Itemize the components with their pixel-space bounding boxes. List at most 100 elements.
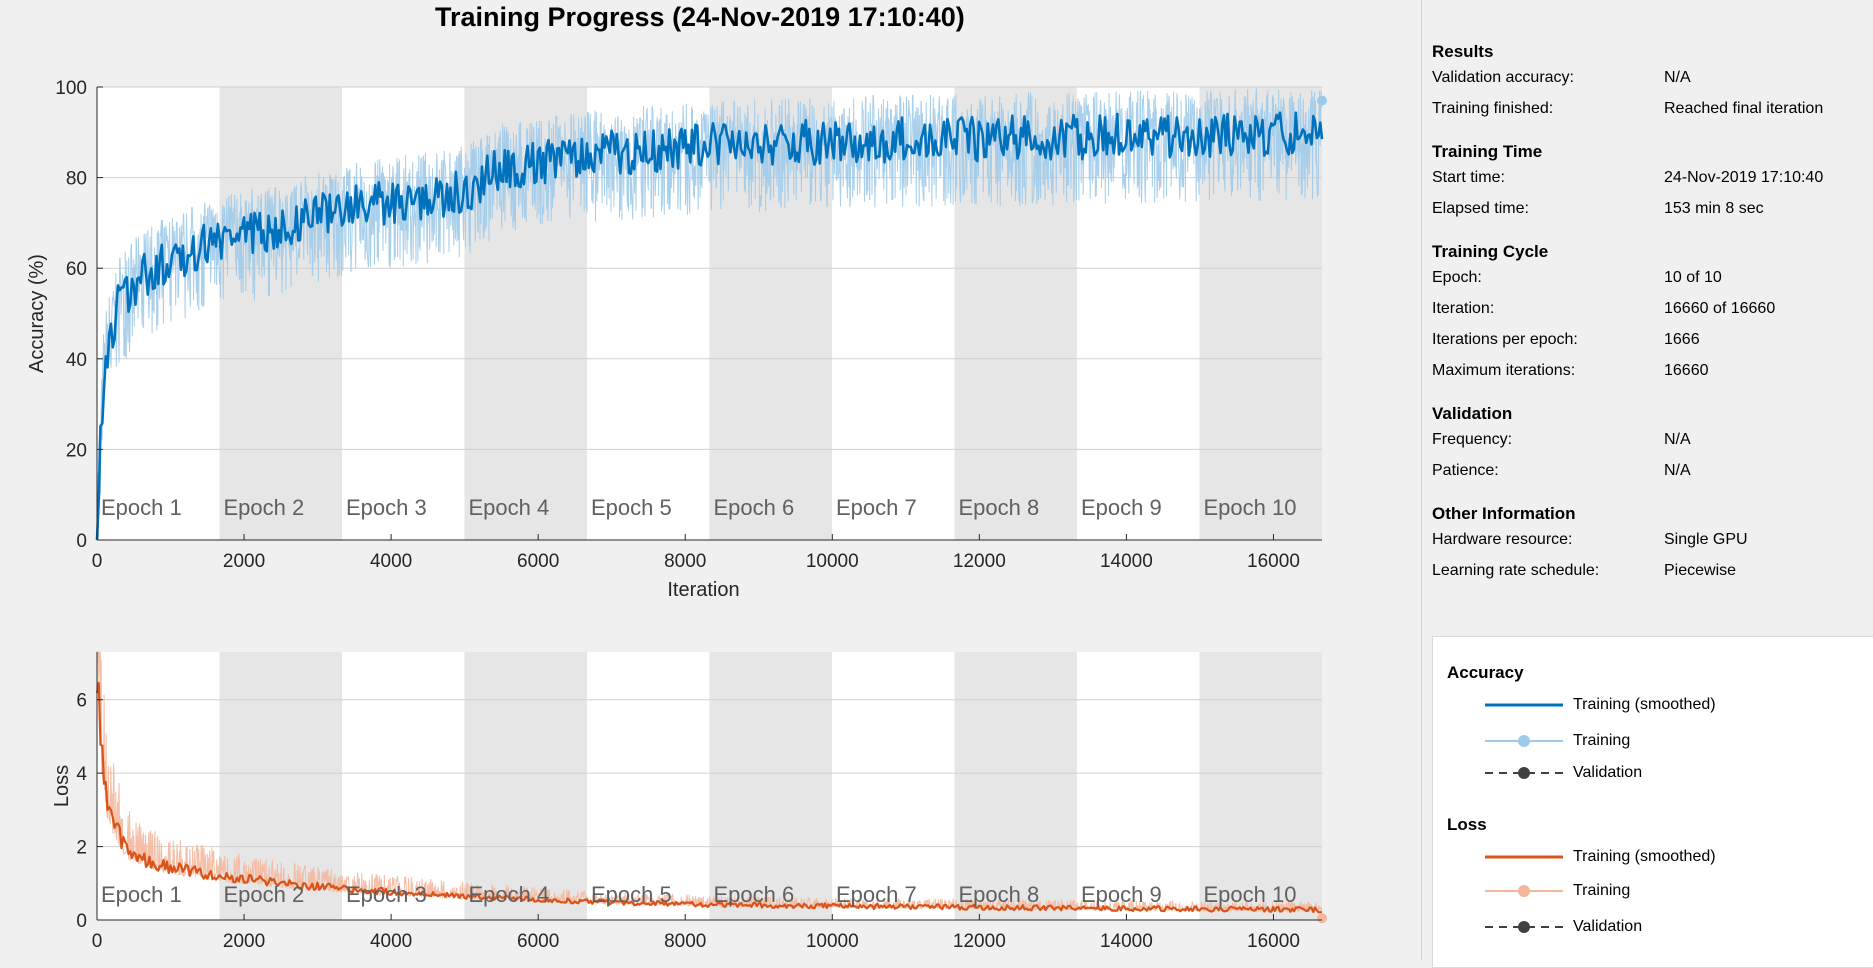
line-marker-swatch-icon (1485, 885, 1563, 897)
x-tick-label: 8000 (664, 931, 706, 952)
legend-accuracy-title: Accuracy (1447, 663, 1524, 682)
x-tick-label: 14000 (1100, 551, 1153, 572)
legend-accuracy-training: Training (1483, 731, 1630, 751)
final-training-marker (1317, 913, 1327, 924)
dashed-marker-swatch-icon (1485, 921, 1563, 933)
info-key: Learning rate schedule: (1432, 562, 1600, 579)
epoch-label: Epoch 4 (469, 495, 550, 520)
epoch-label: Epoch 1 (101, 495, 182, 520)
info-key: Start time: (1432, 169, 1505, 186)
x-tick-label: 6000 (517, 931, 559, 952)
info-value: Piecewise (1664, 562, 1737, 579)
y-tick-label: 100 (55, 78, 87, 99)
section-title: Training Time (1432, 142, 1543, 161)
x-tick-label: 16000 (1247, 931, 1300, 952)
info-key: Validation accuracy: (1432, 69, 1574, 86)
loss-plot: Epoch 1 Epoch 2 Epoch 3 Epoch 4 Epoch 5 Epoch… (51, 651, 1327, 960)
info-row: Maximum iterations: 16660 (1432, 361, 1862, 392)
y-tick-label: 60 (66, 259, 87, 280)
epoch-label: Epoch 10 (1204, 882, 1297, 907)
info-key: Maximum iterations: (1432, 362, 1576, 379)
training-info-list: Results Validation accuracy: N/A Training f… (1432, 42, 1862, 592)
info-row: Iteration: 16660 of 16660 (1432, 299, 1862, 330)
epoch-band (464, 652, 587, 920)
final-training-marker (1317, 95, 1327, 106)
x-tick-label: 4000 (370, 551, 412, 572)
section-title: Validation (1432, 404, 1513, 423)
epoch-label: Epoch 10 (1204, 495, 1297, 520)
y-tick-label: 0 (76, 911, 87, 932)
legend-label: Validation (1573, 764, 1643, 781)
y-tick-label: 0 (76, 531, 87, 552)
info-value: N/A (1664, 431, 1691, 448)
x-axis-label: Iteration (667, 579, 739, 601)
info-panel: Results Validation accuracy: N/A Training f… (1421, 0, 1873, 968)
x-tick-label: 14000 (1100, 931, 1153, 952)
info-row: Elapsed time: 153 min 8 sec (1432, 199, 1862, 230)
smoothed-series-line (95, 681, 1322, 914)
epoch-band (1199, 652, 1322, 920)
accuracy-plot: Epoch 1 Epoch 2 Epoch 3 Epoch 4 Epoch 5 Epoch… (26, 78, 1327, 601)
x-tick-label: 2000 (223, 551, 265, 572)
info-row: Training finished: Reached final iteratio… (1432, 99, 1862, 130)
info-key: Hardware resource: (1432, 531, 1573, 548)
legend-loss-validation: Validation (1483, 917, 1642, 937)
info-key: Patience: (1432, 462, 1499, 479)
info-value: N/A (1664, 69, 1691, 86)
epoch-label: Epoch 6 (714, 882, 795, 907)
line-swatch-icon (1485, 703, 1563, 707)
y-tick-label: 40 (66, 350, 87, 371)
legend-accuracy-validation: Validation (1483, 763, 1642, 783)
legend-label: Training (1573, 882, 1631, 899)
epoch-band (219, 87, 342, 540)
y-tick-label: 2 (76, 838, 87, 859)
info-row: Validation accuracy: N/A (1432, 68, 1862, 99)
info-value: 1666 (1664, 331, 1700, 348)
x-tick-label: 10000 (806, 551, 859, 572)
info-row: Iterations per epoch: 1666 (1432, 330, 1862, 361)
y-axis-label: Loss (51, 765, 73, 807)
section-title: Results (1432, 42, 1494, 61)
epoch-label: Epoch 3 (346, 882, 427, 907)
x-tick-label: 16000 (1247, 551, 1300, 572)
info-row: Learning rate schedule: Piecewise (1432, 561, 1862, 592)
epoch-label: Epoch 2 (224, 882, 305, 907)
legend-label: Validation (1573, 918, 1643, 935)
legend-loss-training: Training (1483, 881, 1630, 901)
legend-label: Training (smoothed) (1573, 848, 1716, 865)
dashed-marker-swatch-icon (1485, 767, 1563, 779)
y-tick-label: 80 (66, 169, 87, 190)
epoch-label: Epoch 8 (959, 495, 1040, 520)
training-series-line (96, 651, 1323, 913)
epoch-label: Epoch 3 (346, 495, 427, 520)
epoch-label: Epoch 5 (591, 495, 672, 520)
legend-loss-title: Loss (1447, 815, 1487, 834)
info-key: Iterations per epoch: (1432, 331, 1578, 348)
epoch-label: Epoch 9 (1081, 882, 1162, 907)
training-progress-plots: Epoch 1 Epoch 2 Epoch 3 Epoch 4 Epoch 5 Epoch… (26, 78, 1327, 960)
legend-accuracy-smoothed: Training (smoothed) (1483, 695, 1716, 715)
info-key: Elapsed time: (1432, 200, 1529, 217)
x-tick-label: 8000 (664, 551, 706, 572)
info-row: Patience: N/A (1432, 461, 1862, 492)
page-title: Training Progress (24-Nov-2019 17:10:40) (435, 2, 965, 32)
info-value: Reached final iteration (1664, 100, 1824, 117)
legend-loss-smoothed: Training (smoothed) (1483, 847, 1716, 867)
x-tick-label: 0 (92, 931, 103, 952)
epoch-label: Epoch 6 (714, 495, 795, 520)
line-swatch-icon (1485, 855, 1563, 859)
smoothed-series-line (95, 111, 1324, 541)
y-tick-label: 6 (76, 691, 87, 712)
info-value: 10 of 10 (1664, 269, 1722, 286)
info-key: Training finished: (1432, 100, 1554, 117)
epoch-label: Epoch 1 (101, 882, 182, 907)
info-key: Iteration: (1432, 300, 1495, 317)
info-value: Single GPU (1664, 531, 1748, 548)
x-tick-label: 12000 (953, 551, 1006, 572)
info-value: 153 min 8 sec (1664, 200, 1764, 217)
info-value: 16660 (1664, 362, 1709, 379)
info-row: Frequency: N/A (1432, 430, 1862, 461)
info-key: Frequency: (1432, 431, 1513, 448)
info-value: 16660 of 16660 (1664, 300, 1776, 317)
epoch-label: Epoch 8 (959, 882, 1040, 907)
